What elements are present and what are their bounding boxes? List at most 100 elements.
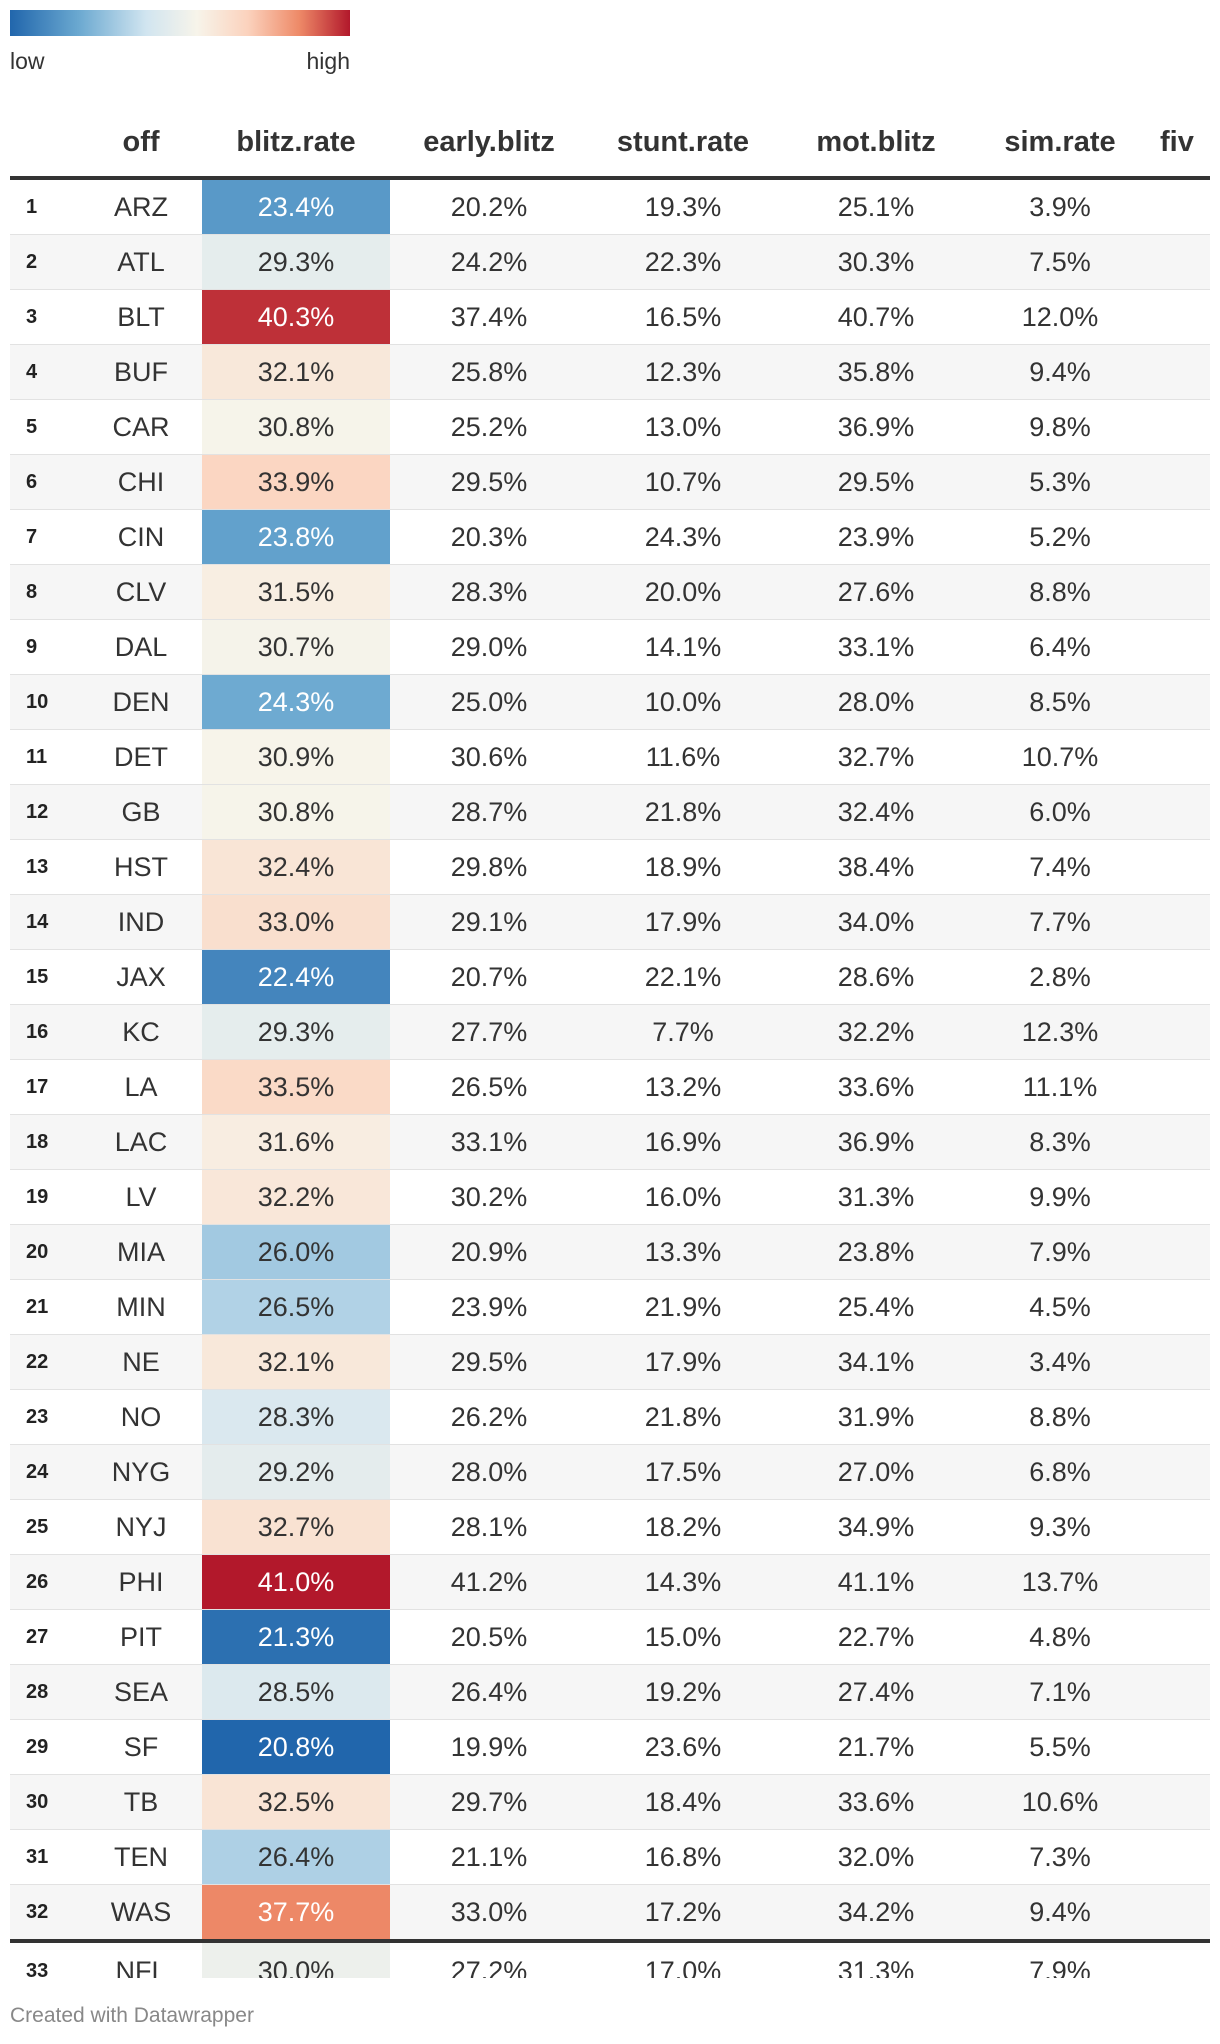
column-header-sim-rate[interactable]: sim.rate <box>1004 125 1116 158</box>
mot-blitz-cell: 31.9% <box>778 1389 974 1445</box>
rank-cell: 21 <box>10 1279 80 1335</box>
table-row: 8 CLV 31.5% 28.3% 20.0% 27.6% 8.8% <box>10 564 1210 620</box>
column-header-off[interactable]: off <box>122 125 160 158</box>
blitz-rate-cell: 32.5% <box>202 1774 390 1830</box>
mot-blitz-cell: 32.0% <box>778 1829 974 1885</box>
stunt-rate-cell: 14.3% <box>588 1554 778 1610</box>
color-legend: low high <box>10 10 350 74</box>
early-blitz-cell: 20.7% <box>390 949 588 1005</box>
table-row: 11 DET 30.9% 30.6% 11.6% 32.7% 10.7% <box>10 729 1210 785</box>
sim-rate-cell: 8.5% <box>974 674 1146 730</box>
team-cell: NO <box>80 1389 202 1445</box>
mot-blitz-cell: 23.8% <box>778 1224 974 1280</box>
fiv-cell <box>1146 1884 1210 1942</box>
early-blitz-cell: 24.2% <box>390 234 588 290</box>
team-cell: DAL <box>80 619 202 675</box>
column-header-stunt-rate[interactable]: stunt.rate <box>616 125 750 158</box>
table-row: 2 ATL 29.3% 24.2% 22.3% 30.3% 7.5% <box>10 234 1210 290</box>
mot-blitz-cell: 33.6% <box>778 1059 974 1115</box>
team-cell: SEA <box>80 1664 202 1720</box>
rank-cell: 11 <box>10 729 80 785</box>
blitz-rate-cell: 31.6% <box>202 1114 390 1170</box>
team-cell: MIN <box>80 1279 202 1335</box>
mot-blitz-cell: 32.7% <box>778 729 974 785</box>
early-blitz-cell: 27.7% <box>390 1004 588 1060</box>
sim-rate-cell: 9.8% <box>974 399 1146 455</box>
column-header-early-blitz[interactable]: early.blitz <box>423 125 555 158</box>
stunt-rate-cell: 16.9% <box>588 1114 778 1170</box>
mot-blitz-cell: 34.1% <box>778 1334 974 1390</box>
table-row: 29 SF 20.8% 19.9% 23.6% 21.7% 5.5% <box>10 1719 1210 1775</box>
early-blitz-cell: 28.1% <box>390 1499 588 1555</box>
rank-cell: 20 <box>10 1224 80 1280</box>
legend-high-label: high <box>306 48 350 74</box>
early-blitz-cell: 20.3% <box>390 509 588 565</box>
early-blitz-cell: 25.8% <box>390 344 588 400</box>
blitz-rate-cell: 37.7% <box>202 1884 390 1942</box>
team-cell: CIN <box>80 509 202 565</box>
mot-blitz-cell: 38.4% <box>778 839 974 895</box>
early-blitz-cell: 20.2% <box>390 178 588 235</box>
early-blitz-cell: 37.4% <box>390 289 588 345</box>
sim-rate-cell: 5.5% <box>974 1719 1146 1775</box>
stunt-rate-cell: 7.7% <box>588 1004 778 1060</box>
mot-blitz-cell: 35.8% <box>778 344 974 400</box>
fiv-cell <box>1146 619 1210 675</box>
column-header-fiv[interactable]: fiv <box>1160 125 1194 158</box>
blitz-rate-cell: 29.3% <box>202 1004 390 1060</box>
mot-blitz-cell: 33.1% <box>778 619 974 675</box>
early-blitz-cell: 25.2% <box>390 399 588 455</box>
stunt-rate-cell: 17.0% <box>588 1941 778 1978</box>
sim-rate-cell: 7.3% <box>974 1829 1146 1885</box>
table-row: 27 PIT 21.3% 20.5% 15.0% 22.7% 4.8% <box>10 1609 1210 1665</box>
blitz-rate-cell: 30.9% <box>202 729 390 785</box>
team-cell: MIA <box>80 1224 202 1280</box>
team-cell: CHI <box>80 454 202 510</box>
blitz-rate-cell: 32.7% <box>202 1499 390 1555</box>
fiv-cell <box>1146 1004 1210 1060</box>
fiv-cell <box>1146 234 1210 290</box>
rank-cell: 5 <box>10 399 80 455</box>
team-cell: JAX <box>80 949 202 1005</box>
blitz-rate-cell: 29.2% <box>202 1444 390 1500</box>
rank-cell: 26 <box>10 1554 80 1610</box>
column-header-blitz-rate[interactable]: blitz.rate <box>236 125 356 158</box>
table-row: 20 MIA 26.0% 20.9% 13.3% 23.8% 7.9% <box>10 1224 1210 1280</box>
blitz-rate-cell: 23.4% <box>202 178 390 235</box>
early-blitz-cell: 28.3% <box>390 564 588 620</box>
rank-cell: 8 <box>10 564 80 620</box>
team-cell: LV <box>80 1169 202 1225</box>
sim-rate-cell: 13.7% <box>974 1554 1146 1610</box>
table-row: 5 CAR 30.8% 25.2% 13.0% 36.9% 9.8% <box>10 399 1210 455</box>
data-table: off blitz.rate early.blitz stunt.rate mo… <box>10 108 1210 1978</box>
mot-blitz-cell: 34.0% <box>778 894 974 950</box>
rank-cell: 15 <box>10 949 80 1005</box>
mot-blitz-cell: 30.3% <box>778 234 974 290</box>
fiv-cell <box>1146 674 1210 730</box>
sim-rate-cell: 9.9% <box>974 1169 1146 1225</box>
fiv-cell <box>1146 949 1210 1005</box>
stunt-rate-cell: 12.3% <box>588 344 778 400</box>
team-cell: CLV <box>80 564 202 620</box>
table-row: 26 PHI 41.0% 41.2% 14.3% 41.1% 13.7% <box>10 1554 1210 1610</box>
stunt-rate-cell: 13.0% <box>588 399 778 455</box>
early-blitz-cell: 41.2% <box>390 1554 588 1610</box>
mot-blitz-cell: 29.5% <box>778 454 974 510</box>
fiv-cell <box>1146 1279 1210 1335</box>
early-blitz-cell: 29.7% <box>390 1774 588 1830</box>
stunt-rate-cell: 19.3% <box>588 178 778 235</box>
sim-rate-cell: 2.8% <box>974 949 1146 1005</box>
fiv-cell <box>1146 564 1210 620</box>
fiv-cell <box>1146 1829 1210 1885</box>
column-header-mot-blitz[interactable]: mot.blitz <box>816 125 936 158</box>
table-row: 15 JAX 22.4% 20.7% 22.1% 28.6% 2.8% <box>10 949 1210 1005</box>
sim-rate-cell: 7.9% <box>974 1941 1146 1978</box>
rank-cell: 31 <box>10 1829 80 1885</box>
early-blitz-cell: 20.9% <box>390 1224 588 1280</box>
rank-cell: 2 <box>10 234 80 290</box>
summary-row: 33 NFL 30.0% 27.2% 17.0% 31.3% 7.9% <box>10 1941 1210 1978</box>
rank-cell: 23 <box>10 1389 80 1445</box>
blitz-rate-cell: 28.5% <box>202 1664 390 1720</box>
fiv-cell <box>1146 1444 1210 1500</box>
fiv-cell <box>1146 1169 1210 1225</box>
